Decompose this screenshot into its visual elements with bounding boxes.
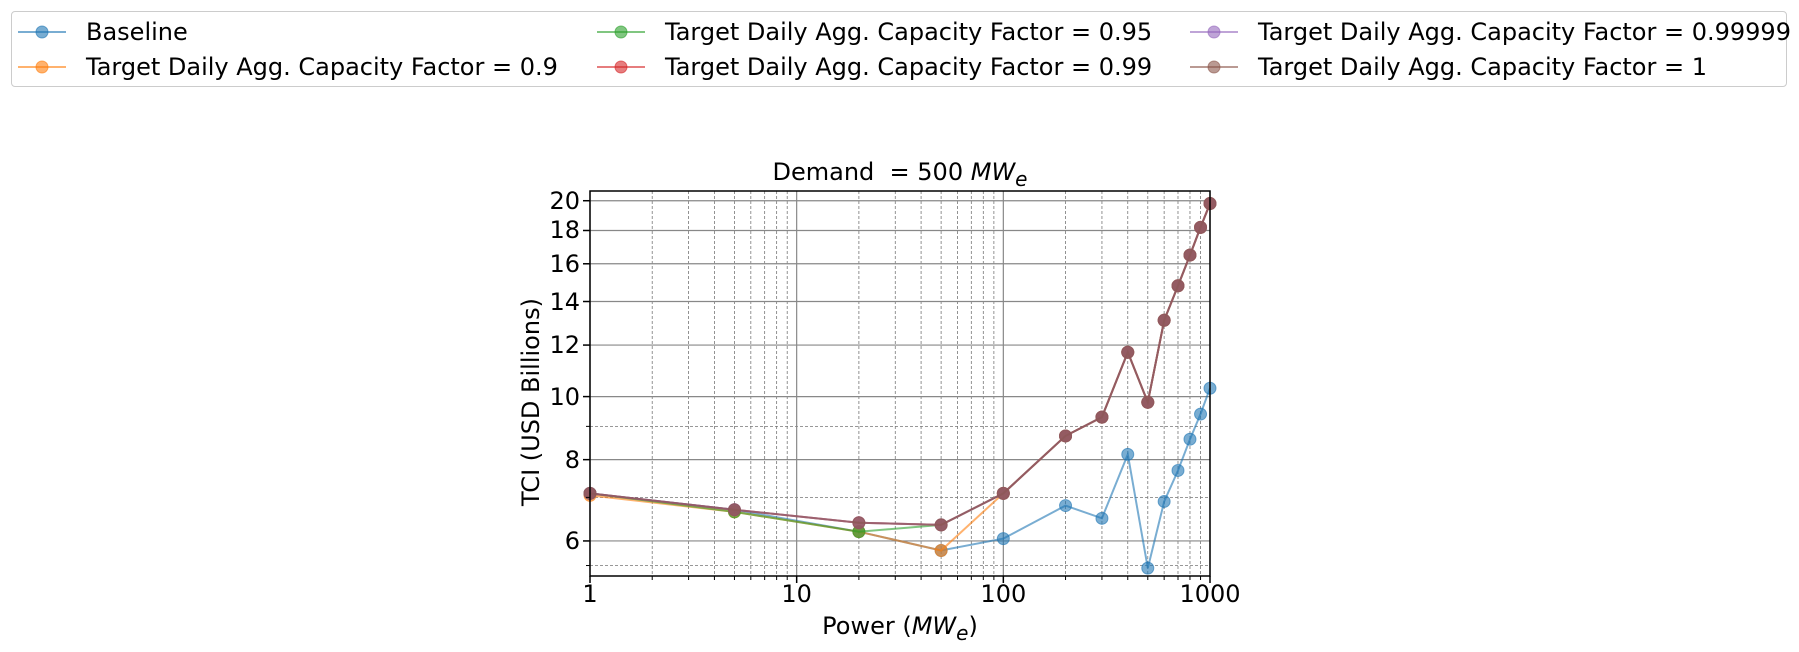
legend: Baseline Target Daily Agg. Capacity Facto… — [11, 11, 1791, 87]
x-axis-label: Power (MWe) — [590, 612, 1210, 645]
data-point — [1171, 463, 1185, 477]
series-3 — [583, 197, 1217, 532]
minor-grid — [590, 191, 1210, 576]
legend-item: Target Daily Agg. Capacity Factor = 0.9 — [16, 49, 558, 85]
series-0 — [583, 381, 1217, 575]
x-tick-label: 10 — [781, 580, 812, 608]
data-point — [1121, 345, 1135, 359]
legend-swatch — [18, 60, 66, 74]
chart-title-prefix: Demand = 500 — [772, 158, 971, 186]
legend-label: Baseline — [86, 18, 188, 46]
legend-swatch-marker — [1207, 60, 1221, 74]
legend-swatch — [1190, 25, 1238, 39]
data-point — [934, 518, 948, 532]
y-tick-label: 10 — [549, 382, 580, 411]
x-axis-label-math: MW — [911, 612, 957, 640]
chart-title: Demand = 500 MWe — [590, 158, 1210, 191]
y-tick-label: 12 — [549, 331, 580, 360]
x-tick-label: 1 — [582, 580, 598, 608]
major-grid — [589, 191, 1211, 576]
legend-item: Baseline — [16, 14, 188, 50]
x-axis-label-suffix: ) — [968, 612, 978, 640]
plot-frame — [589, 190, 1211, 577]
x-tick-label: 1000 — [1179, 580, 1241, 608]
x-tick-label: 100 — [980, 580, 1027, 608]
legend-label: Target Daily Agg. Capacity Factor = 0.95 — [665, 18, 1153, 46]
y-tick-label: 18 — [549, 216, 580, 245]
data-point — [1141, 561, 1155, 575]
data-point — [996, 532, 1010, 546]
legend-item: Target Daily Agg. Capacity Factor = 1 — [1188, 49, 1707, 85]
series-line — [589, 203, 1211, 526]
chart-title-math: MW — [970, 158, 1016, 186]
data-point — [1157, 313, 1171, 327]
y-tick-label: 14 — [549, 287, 580, 316]
data-point — [1141, 395, 1155, 409]
legend-swatch — [1190, 60, 1238, 74]
chart-title-sub: e — [1015, 166, 1028, 191]
y-tick-label: 16 — [549, 249, 580, 278]
legend-swatch — [597, 60, 645, 74]
y-tick-label: 8 — [564, 445, 580, 474]
legend-label: Target Daily Agg. Capacity Factor = 0.99… — [1258, 18, 1791, 46]
data-point — [934, 544, 948, 558]
legend-label: Target Daily Agg. Capacity Factor = 0.99 — [665, 53, 1153, 81]
series-line — [589, 203, 1211, 526]
series-line — [589, 203, 1211, 526]
legend-swatch — [597, 25, 645, 39]
x-axis-label-sub: e — [956, 620, 969, 645]
legend-label: Target Daily Agg. Capacity Factor = 0.9 — [86, 53, 558, 81]
legend-swatch-marker — [35, 60, 49, 74]
data-point — [1059, 499, 1073, 513]
data-point — [996, 486, 1010, 500]
axis-ticks — [583, 199, 1211, 583]
legend-item: Target Daily Agg. Capacity Factor = 0.99 — [595, 49, 1152, 85]
data-point — [1194, 220, 1208, 234]
data-point — [1183, 248, 1197, 262]
legend-item: Target Daily Agg. Capacity Factor = 0.99… — [1188, 14, 1791, 50]
data-point — [1095, 410, 1109, 424]
y-tick-label: 20 — [549, 186, 580, 215]
data-point — [1157, 494, 1171, 508]
legend-swatch-marker — [35, 25, 49, 39]
x-axis-label-prefix: Power ( — [822, 612, 912, 640]
data-point — [1194, 407, 1208, 421]
legend-swatch — [18, 25, 66, 39]
legend-swatch-marker — [1207, 25, 1221, 39]
series-layer — [583, 197, 1217, 575]
series-5 — [583, 197, 1217, 532]
data-point — [1095, 511, 1109, 525]
legend-swatch-marker — [614, 25, 628, 39]
data-point — [727, 503, 741, 517]
y-tick-label: 6 — [564, 526, 580, 555]
data-point — [1171, 279, 1185, 293]
legend-swatch-marker — [614, 60, 628, 74]
series-4 — [583, 197, 1217, 532]
legend-item: Target Daily Agg. Capacity Factor = 0.95 — [595, 14, 1152, 50]
data-point — [1183, 432, 1197, 446]
data-point — [1121, 447, 1135, 461]
data-point — [1059, 429, 1073, 443]
data-point — [852, 516, 866, 530]
legend-label: Target Daily Agg. Capacity Factor = 1 — [1258, 53, 1707, 81]
